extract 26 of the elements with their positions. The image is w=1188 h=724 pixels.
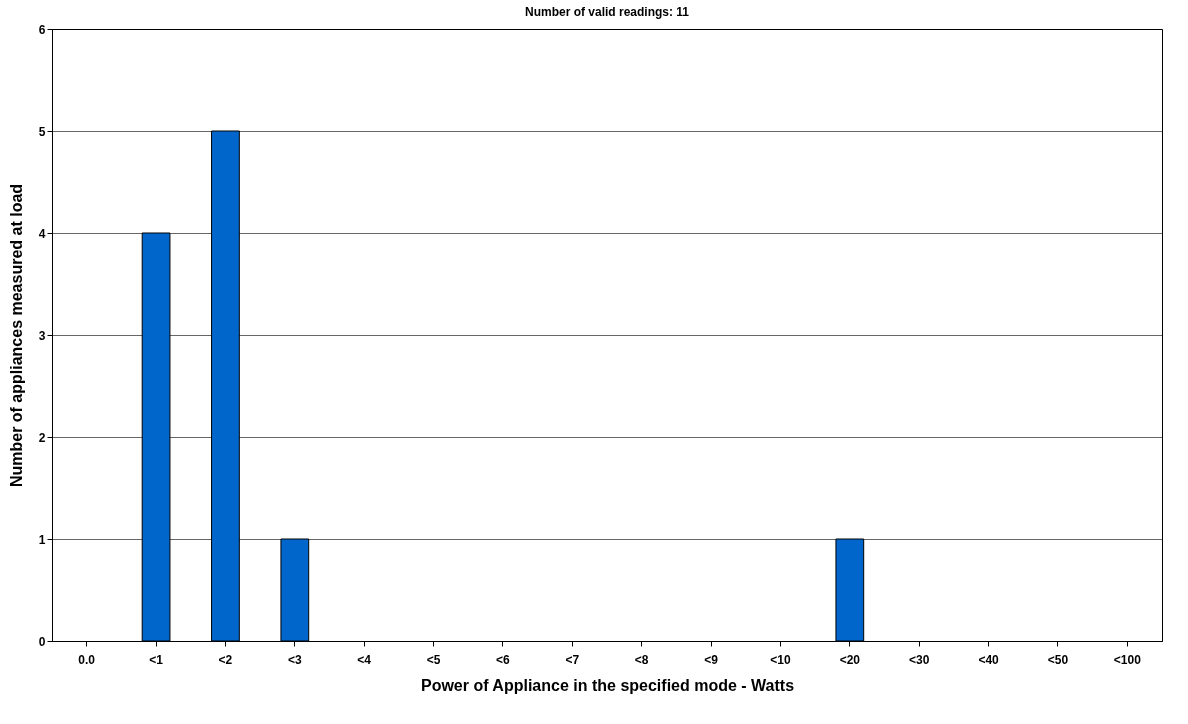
y-axis-title: Number of appliances measured at load [7, 183, 25, 488]
x-tick-label: <10 [770, 652, 791, 667]
x-tick-label: <50 [1047, 652, 1069, 667]
chart-title: Number of valid readings: 11 [524, 5, 690, 19]
x-tick-label: <40 [978, 652, 1000, 667]
y-tick-label: 2 [38, 430, 46, 445]
x-tick-label: <100 [1113, 652, 1142, 667]
x-tick-label: <3 [287, 652, 302, 667]
x-axis-title: Power of Appliance in the specified mode - Watts [420, 676, 795, 694]
x-tick-label: <30 [909, 652, 930, 667]
y-tick-label: 4 [38, 226, 46, 241]
x-tick-label: <4 [357, 652, 372, 667]
x-tick-label: <20 [839, 652, 861, 667]
x-tick-label: <1 [149, 652, 164, 667]
x-tick-label: <5 [426, 652, 441, 667]
x-tick-label: <7 [565, 652, 580, 667]
y-tick-label: 3 [38, 328, 46, 343]
x-tick-label: <6 [496, 652, 511, 667]
y-tick-label: 1 [38, 532, 46, 547]
x-tick-label: <8 [634, 652, 649, 667]
x-tick-label: <2 [218, 652, 233, 667]
x-tick-label: 0.0 [78, 652, 96, 667]
x-tick-label: <9 [704, 652, 719, 667]
y-tick-label: 6 [38, 22, 46, 37]
y-tick-label: 5 [38, 124, 46, 139]
y-tick-label: 0 [38, 634, 46, 649]
